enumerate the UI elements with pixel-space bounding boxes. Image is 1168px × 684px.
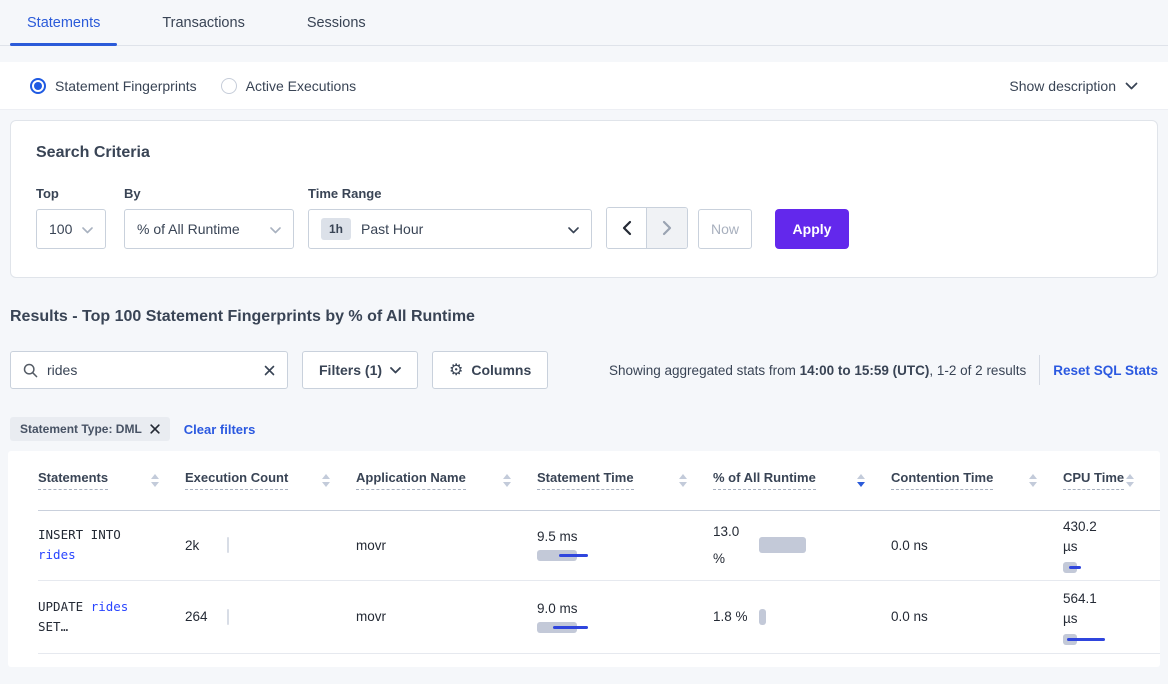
pct-runtime-value: 13.0 % bbox=[713, 524, 740, 566]
pct-runtime-bar bbox=[759, 608, 766, 625]
time-range-label: Time Range bbox=[308, 186, 382, 201]
col-header-statement-time[interactable]: Statement Time bbox=[537, 470, 634, 491]
radio-label: Statement Fingerprints bbox=[55, 77, 197, 94]
statement-fingerprint: UPDATE rides SET… bbox=[38, 598, 129, 634]
cpu-time-bar bbox=[1063, 562, 1160, 573]
execution-count-value: 264 bbox=[185, 609, 208, 624]
time-range-select[interactable]: 1h Past Hour bbox=[308, 209, 592, 249]
execution-count-bar bbox=[227, 608, 229, 625]
remove-filter-icon[interactable] bbox=[150, 424, 160, 434]
now-button[interactable]: Now bbox=[698, 209, 752, 249]
col-header-cpu-time[interactable]: CPU Time bbox=[1063, 470, 1125, 491]
results-search-box bbox=[10, 351, 288, 389]
col-header-application-name[interactable]: Application Name bbox=[356, 470, 466, 491]
statement-link[interactable]: rides bbox=[38, 547, 76, 562]
prev-time-range-button[interactable] bbox=[607, 208, 647, 248]
statement-time-value: 9.5 ms bbox=[537, 529, 578, 544]
active-tab-underline bbox=[10, 43, 117, 46]
sort-icon[interactable] bbox=[1029, 473, 1037, 487]
show-description-label: Show description bbox=[1009, 77, 1116, 94]
chevron-down-icon bbox=[568, 221, 579, 237]
radio-selected-icon[interactable] bbox=[30, 77, 46, 94]
by-select[interactable]: % of All Runtime bbox=[124, 209, 294, 249]
execution-count-bar bbox=[227, 537, 229, 553]
sort-icon[interactable] bbox=[1126, 473, 1134, 487]
statements-table-card: Statements Execution Count Application N… bbox=[8, 451, 1160, 667]
tab-sessions[interactable]: Sessions bbox=[306, 14, 366, 31]
radio-active-executions[interactable]: Active Executions bbox=[220, 77, 357, 94]
pct-runtime-value: 1.8 % bbox=[713, 609, 748, 624]
col-header-statements[interactable]: Statements bbox=[38, 470, 109, 491]
sort-icon-active-desc[interactable] bbox=[857, 473, 865, 487]
col-header-pct-runtime[interactable]: % of All Runtime bbox=[713, 470, 816, 491]
results-heading: Results - Top 100 Statement Fingerprints… bbox=[10, 308, 475, 325]
view-toggle-bar: Statement Fingerprints Active Executions… bbox=[0, 62, 1168, 110]
col-header-execution-count[interactable]: Execution Count bbox=[185, 470, 289, 491]
columns-button[interactable]: ⚙ Columns bbox=[432, 351, 549, 389]
pct-runtime-bar bbox=[759, 537, 806, 553]
filters-button-label: Filters (1) bbox=[319, 362, 383, 378]
show-description-toggle[interactable]: Show description bbox=[1009, 78, 1138, 94]
top-label: Top bbox=[36, 186, 59, 201]
filter-pill-label: Statement Type: DML bbox=[20, 422, 142, 436]
time-range-arrows bbox=[606, 207, 688, 249]
time-range-value: Past Hour bbox=[361, 221, 424, 237]
statement-time-bar bbox=[537, 550, 713, 561]
application-name-value: movr bbox=[356, 609, 386, 624]
filter-pill-statement-type: Statement Type: DML bbox=[10, 417, 170, 441]
contention-time-value: 0.0 ns bbox=[891, 609, 928, 624]
apply-button[interactable]: Apply bbox=[775, 209, 849, 249]
execution-count-value: 2k bbox=[185, 537, 200, 553]
tab-statements[interactable]: Statements bbox=[27, 14, 101, 31]
search-input[interactable] bbox=[47, 362, 264, 378]
table-row: UPDATE rides SET… 264 movr 9.0 ms 1.8 % 0… bbox=[38, 580, 1160, 654]
statement-fingerprint: INSERT INTO rides bbox=[38, 527, 121, 562]
by-label: By bbox=[124, 186, 141, 201]
table-header-row: Statements Execution Count Application N… bbox=[38, 451, 1160, 511]
columns-button-label: Columns bbox=[471, 362, 532, 378]
contention-time-value: 0.0 ns bbox=[891, 537, 928, 553]
chevron-down-icon bbox=[1125, 82, 1138, 90]
sort-icon[interactable] bbox=[151, 473, 159, 487]
statement-time-value: 9.0 ms bbox=[537, 600, 578, 616]
next-time-range-button[interactable] bbox=[647, 208, 687, 248]
radio-statement-fingerprints[interactable]: Statement Fingerprints bbox=[30, 77, 197, 94]
clear-filters-link[interactable]: Clear filters bbox=[183, 421, 256, 437]
cpu-time-value: 564.1 µs bbox=[1063, 590, 1097, 626]
sort-icon[interactable] bbox=[322, 473, 330, 487]
search-criteria-card: Search Criteria Top 100 By % of All Runt… bbox=[10, 120, 1158, 278]
radio-unselected-icon[interactable] bbox=[220, 77, 237, 94]
table-row: INSERT INTO rides 2k movr 9.5 ms 13.0 % 0… bbox=[38, 510, 1160, 581]
search-criteria-title: Search Criteria bbox=[36, 144, 150, 161]
application-name-value: movr bbox=[356, 537, 386, 553]
top-select-value: 100 bbox=[49, 221, 73, 237]
sql-activity-tabbar: Statements Transactions Sessions bbox=[0, 0, 1168, 46]
statements-table: Statements Execution Count Application N… bbox=[38, 451, 1160, 654]
filters-button[interactable]: Filters (1) bbox=[302, 351, 419, 389]
chevron-down-icon bbox=[390, 366, 401, 374]
search-icon bbox=[23, 363, 38, 378]
col-header-contention-time[interactable]: Contention Time bbox=[891, 470, 994, 491]
clear-search-icon[interactable] bbox=[264, 365, 275, 376]
gear-icon: ⚙ bbox=[449, 362, 464, 379]
statement-time-bar bbox=[537, 621, 713, 633]
sort-icon[interactable] bbox=[679, 473, 687, 487]
cpu-time-bar bbox=[1063, 633, 1160, 645]
chevron-down-icon bbox=[82, 221, 93, 237]
by-select-value: % of All Runtime bbox=[137, 221, 240, 237]
top-select[interactable]: 100 bbox=[36, 209, 106, 249]
time-range-badge: 1h bbox=[321, 218, 352, 240]
tab-transactions[interactable]: Transactions bbox=[162, 14, 245, 31]
sort-icon[interactable] bbox=[503, 473, 511, 487]
divider bbox=[1039, 355, 1041, 385]
aggregated-stats-text: Showing aggregated stats from 14:00 to 1… bbox=[609, 362, 1027, 378]
view-radio-group: Statement Fingerprints Active Executions bbox=[30, 77, 357, 94]
stats-time-range: 14:00 to 15:59 (UTC) bbox=[799, 362, 930, 378]
statement-link[interactable]: rides bbox=[90, 598, 129, 614]
cpu-time-value: 430.2 µs bbox=[1063, 519, 1097, 554]
radio-label: Active Executions bbox=[245, 77, 357, 94]
reset-sql-stats-link[interactable]: Reset SQL Stats bbox=[1053, 362, 1158, 378]
chevron-down-icon bbox=[270, 221, 281, 237]
